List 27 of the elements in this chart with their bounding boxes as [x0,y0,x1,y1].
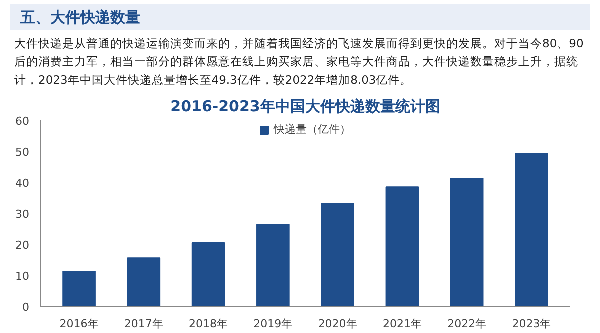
legend-label: 快递量（亿件） [274,122,351,137]
x-tick-label: 2018年 [189,318,228,330]
bar [127,258,161,306]
x-tick-label: 2020年 [318,318,358,330]
bar [386,186,420,306]
y-tick-label: 40 [16,177,30,190]
x-tick-label: 2016年 [60,318,99,330]
bar [450,178,484,306]
x-tick-label: 2019年 [254,318,293,330]
y-tick-label: 50 [16,146,30,159]
x-tick-label: 2017年 [124,318,164,330]
y-tick-label: 60 [16,115,30,128]
text: 大件快递是从普通的快递运输演变而来的，并随着我国经济的飞速发展而得到更快的发展。对于当今80、90后的消费主力军，相当一部分的群体愿意在线上购买家居、家电等大件商品，大件快递数量稳步上升，据统计，2023年中国大件快递总量增长至49.3亿件，较2022年增加8.03亿件。 [14,36,584,87]
bar [515,153,548,306]
bar [62,270,96,306]
bar [321,203,354,306]
text: 五、大件快递数量 [20,8,140,26]
x-tick-label: 2021年 [382,318,422,330]
y-tick-label: 20 [16,239,30,252]
bar [192,242,226,306]
y-tick-label: 30 [16,208,30,221]
x-tick-label: 2023年 [512,318,552,330]
y-tick-label: 0 [22,301,30,314]
x-tick-label: 2022年 [448,318,487,330]
bar [256,224,290,306]
y-tick-label: 10 [16,270,30,283]
chart-title: 2016-2023年中国大件快递数量统计图 [170,98,440,116]
